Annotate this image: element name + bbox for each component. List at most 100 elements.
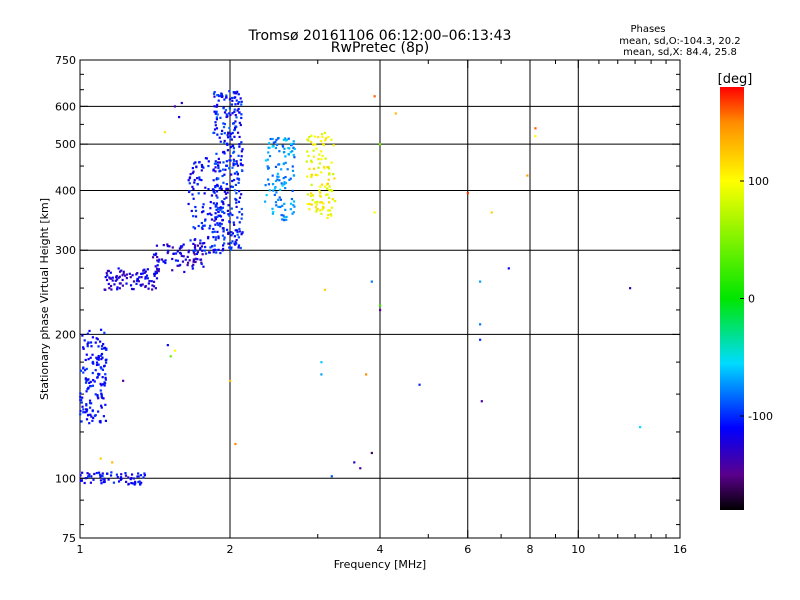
data-point bbox=[151, 256, 155, 259]
data-point bbox=[265, 194, 268, 197]
data-point bbox=[233, 128, 237, 131]
data-point bbox=[291, 165, 294, 168]
data-point bbox=[284, 181, 288, 185]
data-point bbox=[100, 392, 103, 395]
data-point bbox=[80, 398, 83, 402]
data-point bbox=[212, 131, 215, 134]
data-point bbox=[203, 219, 207, 222]
data-point bbox=[87, 475, 91, 478]
data-point bbox=[171, 269, 174, 272]
data-point bbox=[124, 474, 128, 477]
data-point bbox=[236, 90, 239, 93]
data-point bbox=[219, 225, 222, 228]
data-point bbox=[232, 151, 235, 154]
data-point bbox=[88, 399, 92, 402]
data-point bbox=[223, 111, 227, 114]
y-tick-label: 100 bbox=[55, 472, 76, 485]
data-point bbox=[235, 205, 238, 208]
data-point bbox=[316, 200, 319, 204]
data-point bbox=[229, 212, 232, 215]
data-point bbox=[479, 338, 482, 341]
data-point bbox=[222, 244, 225, 247]
data-point bbox=[91, 336, 95, 339]
data-point bbox=[194, 215, 198, 218]
data-point bbox=[101, 368, 105, 371]
data-point bbox=[286, 168, 289, 171]
data-point bbox=[207, 160, 210, 163]
data-point bbox=[191, 185, 194, 188]
data-point bbox=[180, 254, 183, 257]
data-point bbox=[230, 234, 233, 237]
data-point bbox=[154, 287, 157, 290]
data-point bbox=[312, 149, 315, 152]
data-point bbox=[109, 474, 113, 477]
data-point bbox=[146, 268, 149, 271]
data-point bbox=[327, 209, 330, 212]
data-point bbox=[229, 146, 232, 149]
data-point bbox=[217, 207, 220, 210]
data-point bbox=[167, 250, 170, 253]
colorbar-label: [deg] bbox=[718, 72, 753, 87]
data-point bbox=[274, 179, 278, 183]
data-point bbox=[321, 154, 324, 158]
data-point bbox=[117, 276, 120, 279]
data-point bbox=[193, 259, 196, 262]
data-point bbox=[219, 209, 222, 212]
data-point bbox=[203, 224, 206, 227]
data-point bbox=[226, 187, 229, 191]
stats-o-mode: mean, sd,O:-104.3, 20.2 bbox=[619, 36, 740, 47]
data-point bbox=[84, 381, 88, 384]
data-point bbox=[101, 472, 104, 475]
data-point bbox=[91, 361, 94, 364]
data-point bbox=[312, 167, 316, 170]
data-point bbox=[107, 478, 110, 481]
y-tick-label: 500 bbox=[55, 138, 76, 151]
data-point bbox=[96, 395, 99, 398]
data-point bbox=[287, 146, 290, 150]
data-point bbox=[331, 197, 334, 201]
data-point bbox=[140, 481, 143, 484]
data-point bbox=[291, 212, 294, 215]
data-point bbox=[282, 214, 285, 217]
data-point bbox=[127, 482, 130, 486]
data-point bbox=[103, 288, 106, 291]
data-point bbox=[133, 483, 136, 486]
stats-x-mode: mean, sd,X: 84.4, 25.8 bbox=[623, 47, 737, 58]
data-point bbox=[197, 192, 200, 195]
data-point bbox=[227, 231, 230, 234]
data-point bbox=[233, 110, 236, 114]
data-point bbox=[269, 137, 272, 141]
data-point bbox=[327, 135, 330, 139]
data-point bbox=[213, 90, 216, 94]
data-point bbox=[239, 123, 242, 127]
data-point bbox=[198, 176, 201, 179]
data-point bbox=[111, 276, 114, 279]
data-point bbox=[227, 132, 230, 135]
data-point bbox=[82, 347, 85, 350]
data-point bbox=[111, 461, 114, 464]
data-point bbox=[139, 283, 142, 287]
data-point bbox=[310, 161, 313, 164]
data-point bbox=[320, 171, 323, 174]
data-point bbox=[319, 191, 322, 194]
data-point bbox=[306, 175, 309, 178]
data-point bbox=[103, 364, 106, 367]
data-point bbox=[192, 251, 195, 254]
data-point bbox=[116, 476, 119, 479]
data-point bbox=[166, 244, 169, 248]
data-point bbox=[79, 395, 82, 398]
data-point bbox=[189, 173, 192, 176]
data-point bbox=[272, 189, 275, 192]
data-point bbox=[534, 127, 537, 130]
data-point bbox=[145, 274, 149, 277]
data-point bbox=[151, 288, 154, 291]
data-points bbox=[79, 90, 642, 486]
data-point bbox=[239, 158, 242, 162]
data-point bbox=[152, 253, 156, 256]
data-point bbox=[320, 373, 323, 376]
data-point bbox=[237, 244, 241, 247]
data-point bbox=[96, 338, 99, 341]
data-point bbox=[232, 221, 235, 224]
data-point bbox=[150, 280, 153, 283]
data-point bbox=[327, 196, 331, 199]
